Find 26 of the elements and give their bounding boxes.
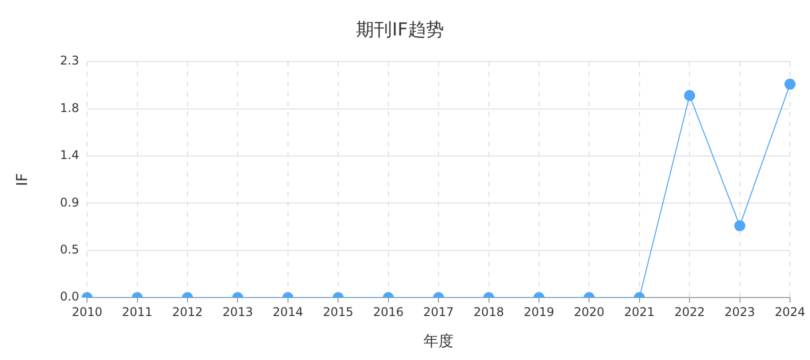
y-tick-label: 1.8: [60, 100, 80, 115]
point: [784, 78, 796, 90]
y-tick-label: 0.5: [60, 242, 80, 257]
x-tick-label: 2019: [524, 304, 554, 319]
x-tick-label: 2015: [322, 304, 354, 319]
y-tick-label: 1.4: [60, 148, 80, 162]
x-tick-label: 2011: [122, 304, 153, 319]
x-axis-title: 年度: [424, 332, 454, 350]
y-tick-label: 0.0: [60, 290, 80, 304]
x-tick-label: 2021: [624, 304, 655, 319]
x-tick-label: 2017: [423, 304, 454, 319]
y-tick-label: 2.3: [60, 54, 80, 68]
y-tick-label: 0.9: [60, 195, 80, 210]
x-tick-label: 2022: [674, 304, 705, 319]
x-tick-label: 2014: [272, 304, 304, 319]
point: [684, 90, 696, 101]
x-tick-label: 2010: [72, 304, 102, 319]
x-tick-label: 2012: [172, 304, 203, 319]
x-tick-label: 2016: [373, 304, 404, 319]
chart-title: 期刊IF趋势: [356, 19, 444, 40]
x-tick-label: 2013: [222, 304, 253, 319]
x-tick-label: 2023: [724, 304, 756, 319]
x-tick-label: 2018: [473, 304, 504, 319]
x-tick-label: 2024: [774, 304, 806, 319]
x-tick-label: 2020: [574, 304, 604, 319]
y-axis-title: IF: [12, 173, 31, 186]
